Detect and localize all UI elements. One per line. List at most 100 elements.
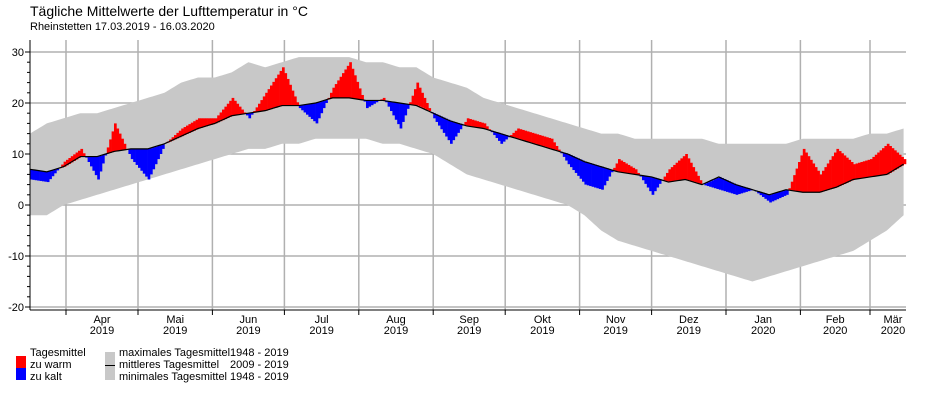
year-label: 2019 bbox=[309, 325, 333, 337]
warm-anomaly-bar bbox=[219, 112, 223, 122]
warm-anomaly-bar bbox=[217, 115, 220, 123]
cold-anomaly-bar bbox=[651, 176, 655, 195]
cold-anomaly-bar bbox=[579, 159, 583, 179]
warm-anomaly-bar bbox=[346, 65, 350, 98]
month-label: Jan bbox=[754, 314, 772, 326]
cold-anomaly-bar bbox=[102, 155, 105, 164]
warm-anomaly-bar bbox=[829, 159, 832, 190]
cold-anomaly-bar bbox=[370, 100, 374, 106]
warm-anomaly-bar bbox=[510, 135, 513, 137]
warm-anomaly-bar bbox=[258, 103, 261, 112]
cold-anomaly-bar bbox=[709, 181, 712, 187]
cold-anomaly-bar bbox=[150, 148, 153, 175]
cold-anomaly-bar bbox=[706, 182, 710, 187]
warm-anomaly-bar bbox=[289, 84, 292, 106]
cold-anomaly-bar bbox=[567, 154, 571, 165]
cold-anomaly-bar bbox=[97, 156, 100, 180]
warm-anomaly-bar bbox=[188, 124, 192, 133]
warm-anomaly-bar bbox=[80, 148, 84, 157]
warm-anomaly-bar bbox=[68, 158, 72, 164]
legend-warm-swatch bbox=[16, 356, 26, 368]
warm-anomaly-bar bbox=[423, 97, 427, 109]
cold-anomaly-bar bbox=[505, 135, 508, 140]
warm-anomaly-bar bbox=[193, 121, 196, 131]
warm-anomaly-bar bbox=[286, 78, 290, 106]
warm-anomaly-bar bbox=[222, 109, 225, 121]
cold-anomaly-bar bbox=[718, 176, 722, 190]
warm-anomaly-bar bbox=[114, 123, 117, 152]
warm-anomaly-bar bbox=[519, 129, 523, 140]
cold-anomaly-bar bbox=[399, 103, 403, 129]
warm-anomaly-bar bbox=[536, 134, 540, 145]
cold-anomaly-bar bbox=[742, 186, 746, 193]
warm-anomaly-bar bbox=[848, 159, 852, 182]
warm-anomaly-bar bbox=[524, 130, 528, 141]
warm-anomaly-bar bbox=[687, 158, 691, 181]
warm-anomaly-bar bbox=[850, 162, 854, 181]
warm-anomaly-bar bbox=[361, 94, 364, 100]
warm-anomaly-bar bbox=[618, 159, 621, 172]
warm-anomaly-bar bbox=[466, 118, 470, 126]
legend-cold: zu kalt bbox=[30, 371, 62, 383]
warm-anomaly-bar bbox=[183, 127, 187, 136]
cold-anomaly-bar bbox=[310, 103, 314, 120]
warm-anomaly-bar bbox=[675, 162, 679, 181]
y-tick-label: 0 bbox=[18, 200, 24, 212]
cold-anomaly-bar bbox=[34, 170, 38, 181]
legend-mean-years: 2009 - 2019 bbox=[230, 359, 289, 371]
warm-anomaly-bar bbox=[486, 126, 489, 130]
cold-anomaly-bar bbox=[766, 194, 770, 201]
warm-anomaly-bar bbox=[272, 81, 276, 109]
chart-title: Tägliche Mittelwerte der Lufttemperatur … bbox=[30, 3, 308, 19]
warm-anomaly-bar bbox=[255, 107, 259, 113]
warm-anomaly-bar bbox=[553, 142, 556, 150]
warm-anomaly-bar bbox=[546, 137, 549, 148]
warm-anomaly-bar bbox=[207, 118, 211, 126]
cold-anomaly-bar bbox=[320, 101, 324, 114]
warm-anomaly-bar bbox=[181, 128, 184, 137]
cold-anomaly-bar bbox=[733, 183, 736, 195]
warm-anomaly-bar bbox=[356, 81, 360, 99]
cold-anomaly-bar bbox=[387, 101, 391, 107]
warm-anomaly-bar bbox=[555, 145, 559, 151]
cold-anomaly-bar bbox=[498, 132, 501, 141]
cold-anomaly-bar bbox=[457, 123, 460, 133]
warm-anomaly-bar bbox=[421, 92, 424, 108]
warm-anomaly-bar bbox=[109, 139, 112, 153]
warm-anomaly-bar bbox=[330, 92, 333, 99]
cold-anomaly-bar bbox=[94, 156, 98, 176]
warm-anomaly-bar bbox=[692, 167, 696, 182]
month-label: Jun bbox=[240, 314, 258, 326]
cold-anomaly-bar bbox=[781, 191, 784, 197]
cold-anomaly-bar bbox=[438, 115, 441, 126]
cold-anomaly-bar bbox=[87, 156, 91, 163]
warm-anomaly-bar bbox=[620, 160, 624, 173]
warm-anomaly-bar bbox=[70, 156, 74, 163]
warm-anomaly-bar bbox=[901, 156, 904, 166]
warm-anomaly-bar bbox=[846, 157, 849, 183]
warm-anomaly-bar bbox=[337, 80, 340, 98]
cold-anomaly-bar bbox=[56, 168, 60, 171]
cold-anomaly-bar bbox=[594, 164, 597, 188]
cold-anomaly-bar bbox=[644, 175, 648, 184]
cold-anomaly-bar bbox=[246, 113, 249, 116]
warm-anomaly-bar bbox=[550, 138, 554, 149]
cold-anomaly-bar bbox=[248, 113, 252, 119]
warm-anomaly-bar bbox=[685, 154, 688, 180]
warm-anomaly-bar bbox=[224, 106, 228, 120]
warm-anomaly-bar bbox=[279, 70, 283, 107]
cold-anomaly-bar bbox=[774, 193, 777, 201]
cold-anomaly-bar bbox=[54, 169, 57, 174]
warm-anomaly-bar bbox=[358, 88, 362, 100]
year-label: 2020 bbox=[751, 325, 775, 337]
cold-anomaly-bar bbox=[591, 163, 595, 187]
cold-anomaly-bar bbox=[315, 103, 319, 124]
cold-anomaly-bar bbox=[769, 194, 772, 203]
warm-anomaly-bar bbox=[874, 154, 878, 177]
y-tick-label: 10 bbox=[12, 149, 24, 161]
warm-anomaly-bar bbox=[118, 133, 122, 151]
warm-anomaly-bar bbox=[332, 87, 336, 98]
cold-anomaly-bar bbox=[104, 154, 108, 156]
warm-anomaly-bar bbox=[66, 159, 69, 166]
warm-anomaly-bar bbox=[349, 62, 352, 98]
